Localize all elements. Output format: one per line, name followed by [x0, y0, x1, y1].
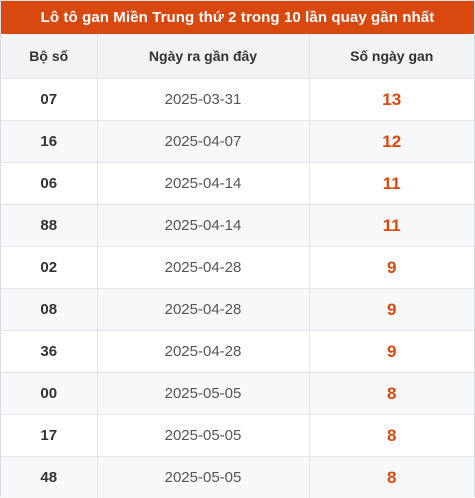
table-row: 88 2025-04-14 11 [1, 205, 474, 247]
cell-days: 13 [309, 79, 474, 121]
cell-number: 88 [1, 205, 97, 247]
cell-date: 2025-04-28 [97, 247, 309, 289]
table-row: 07 2025-03-31 13 [1, 79, 474, 121]
cell-days: 8 [309, 457, 474, 498]
cell-number: 16 [1, 121, 97, 163]
table-row: 06 2025-04-14 11 [1, 163, 474, 205]
column-header-days: Số ngày gan [309, 34, 474, 79]
cell-days: 11 [309, 163, 474, 205]
cell-date: 2025-04-28 [97, 289, 309, 331]
cell-days: 9 [309, 247, 474, 289]
cell-days: 9 [309, 289, 474, 331]
lo-gan-table: Bộ số Ngày ra gần đây Số ngày gan 07 202… [1, 34, 474, 498]
cell-number: 00 [1, 373, 97, 415]
cell-days: 12 [309, 121, 474, 163]
cell-number: 07 [1, 79, 97, 121]
widget-title: Lô tô gan Miền Trung thứ 2 trong 10 lần … [1, 1, 474, 34]
cell-number: 06 [1, 163, 97, 205]
cell-date: 2025-05-05 [97, 457, 309, 498]
cell-days: 9 [309, 331, 474, 373]
table-header-row: Bộ số Ngày ra gần đây Số ngày gan [1, 34, 474, 79]
table-row: 48 2025-05-05 8 [1, 457, 474, 498]
table-row: 02 2025-04-28 9 [1, 247, 474, 289]
column-header-number: Bộ số [1, 34, 97, 79]
cell-number: 02 [1, 247, 97, 289]
cell-date: 2025-04-07 [97, 121, 309, 163]
table-row: 17 2025-05-05 8 [1, 415, 474, 457]
cell-number: 48 [1, 457, 97, 498]
cell-date: 2025-05-05 [97, 415, 309, 457]
cell-number: 08 [1, 289, 97, 331]
cell-days: 11 [309, 205, 474, 247]
cell-days: 8 [309, 373, 474, 415]
table-row: 00 2025-05-05 8 [1, 373, 474, 415]
table-row: 16 2025-04-07 12 [1, 121, 474, 163]
cell-number: 36 [1, 331, 97, 373]
cell-date: 2025-05-05 [97, 373, 309, 415]
cell-days: 8 [309, 415, 474, 457]
cell-date: 2025-04-14 [97, 163, 309, 205]
table-row: 08 2025-04-28 9 [1, 289, 474, 331]
cell-date: 2025-03-31 [97, 79, 309, 121]
cell-number: 17 [1, 415, 97, 457]
column-header-date: Ngày ra gần đây [97, 34, 309, 79]
table-row: 36 2025-04-28 9 [1, 331, 474, 373]
cell-date: 2025-04-14 [97, 205, 309, 247]
cell-date: 2025-04-28 [97, 331, 309, 373]
